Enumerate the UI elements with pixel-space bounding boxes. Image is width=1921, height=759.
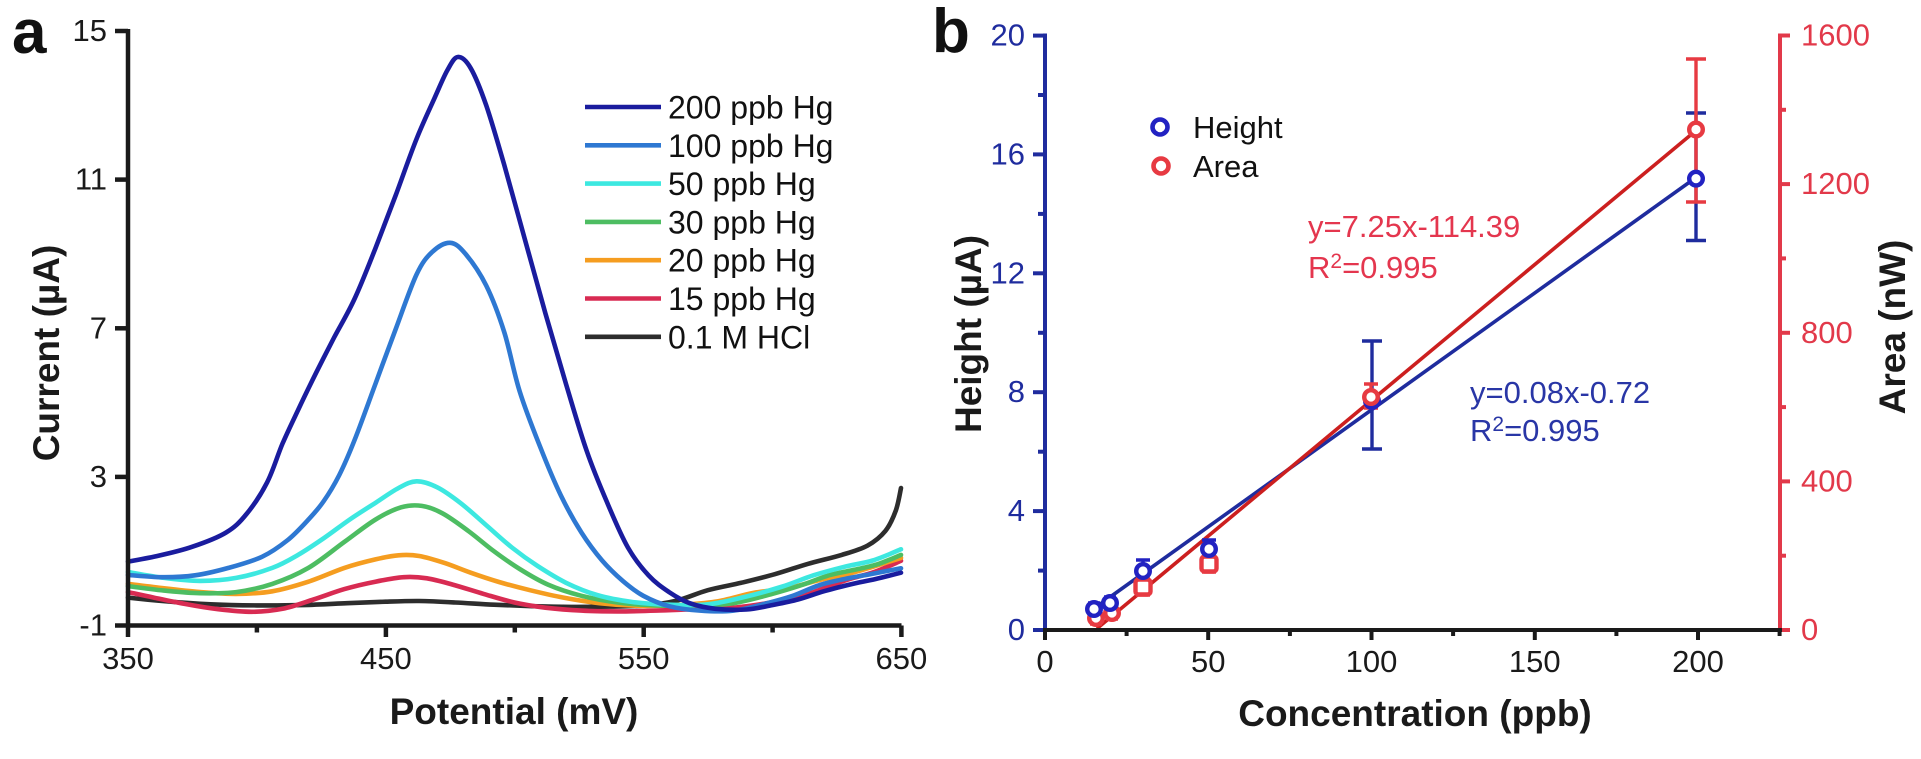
svg-text:4: 4	[1008, 493, 1025, 528]
svg-text:0: 0	[1036, 644, 1053, 679]
svg-text:Area: Area	[1193, 149, 1259, 184]
svg-text:R2=0.995: R2=0.995	[1308, 250, 1438, 285]
svg-text:100: 100	[1346, 644, 1398, 679]
svg-text:0.1 M HCl: 0.1 M HCl	[668, 319, 810, 355]
svg-text:b: b	[932, 0, 970, 66]
svg-text:Potential (mV): Potential (mV)	[390, 691, 639, 732]
svg-text:11: 11	[75, 162, 107, 197]
svg-text:0: 0	[1008, 612, 1025, 647]
svg-text:400: 400	[1801, 463, 1853, 498]
svg-text:450: 450	[360, 641, 412, 676]
svg-text:-1: -1	[79, 608, 107, 643]
svg-text:1600: 1600	[1801, 18, 1870, 53]
svg-text:150: 150	[1509, 644, 1561, 679]
svg-text:20: 20	[991, 18, 1025, 53]
svg-text:Height (µA): Height (µA)	[948, 235, 989, 433]
svg-text:Area (nW): Area (nW)	[1872, 240, 1913, 415]
svg-text:15 ppb Hg: 15 ppb Hg	[668, 281, 816, 317]
svg-text:350: 350	[102, 641, 154, 676]
svg-text:Height: Height	[1193, 110, 1283, 145]
svg-text:100 ppb Hg: 100 ppb Hg	[668, 128, 833, 164]
svg-text:R2=0.995: R2=0.995	[1470, 413, 1600, 448]
svg-text:650: 650	[876, 641, 928, 676]
svg-text:Current (µA): Current (µA)	[26, 245, 67, 462]
svg-text:50 ppb Hg: 50 ppb Hg	[668, 166, 816, 202]
svg-text:a: a	[12, 0, 47, 67]
svg-text:7: 7	[90, 310, 107, 345]
svg-text:y=0.08x-0.72: y=0.08x-0.72	[1470, 375, 1650, 410]
svg-text:12: 12	[991, 255, 1025, 290]
svg-text:15: 15	[73, 13, 107, 48]
svg-text:y=7.25x-114.39: y=7.25x-114.39	[1308, 209, 1520, 244]
svg-text:550: 550	[618, 641, 670, 676]
svg-text:1200: 1200	[1801, 166, 1870, 201]
svg-text:200: 200	[1672, 644, 1724, 679]
svg-text:200 ppb Hg: 200 ppb Hg	[668, 90, 833, 126]
svg-text:Concentration (ppb): Concentration (ppb)	[1238, 693, 1592, 734]
svg-text:0: 0	[1801, 612, 1818, 647]
svg-text:20 ppb Hg: 20 ppb Hg	[668, 243, 816, 279]
svg-text:16: 16	[991, 136, 1025, 171]
svg-text:3: 3	[90, 459, 107, 494]
svg-text:30 ppb Hg: 30 ppb Hg	[668, 204, 816, 240]
svg-text:800: 800	[1801, 315, 1853, 350]
svg-text:50: 50	[1191, 644, 1225, 679]
svg-text:8: 8	[1008, 374, 1025, 409]
